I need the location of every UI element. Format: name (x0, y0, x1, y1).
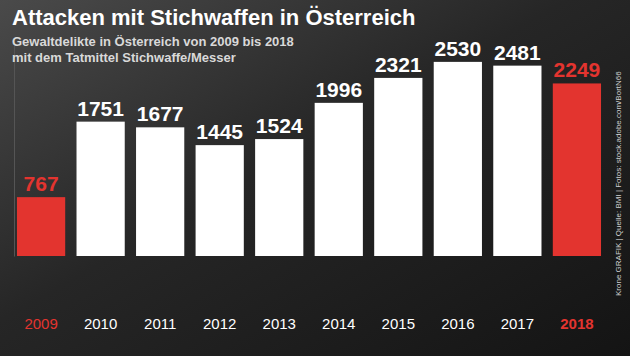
x-tick: 2012 (203, 315, 236, 332)
data-label: 2321 (375, 53, 422, 76)
bar (315, 103, 363, 256)
data-label: 2530 (434, 37, 481, 60)
x-tick-label: 2009 (24, 315, 57, 332)
x-tick-label: 2013 (263, 315, 296, 332)
x-tick: 2013 (263, 315, 296, 332)
bar (196, 145, 244, 256)
chart: 767 1751 1677 1445 1524 1996 2321 2530 2481 2249 2… (0, 0, 630, 356)
data-label: 1996 (315, 78, 362, 101)
bar (255, 139, 303, 256)
data-label: 1677 (137, 102, 184, 125)
data-label: 767 (24, 172, 59, 195)
data-label: 2481 (494, 41, 541, 64)
x-tick-label: 2012 (203, 315, 236, 332)
data-label: 1445 (196, 120, 243, 143)
x-tick: 2011 (144, 315, 176, 332)
y-axis (14, 46, 15, 257)
bar (77, 122, 125, 256)
data-label: 1751 (77, 97, 124, 120)
bar (136, 127, 184, 256)
x-tick-label: 2016 (441, 315, 474, 332)
x-tick-label: 2011 (144, 315, 176, 332)
bar (17, 197, 65, 256)
bar (434, 62, 482, 256)
title: Attacken mit Stichwaffen in Österreich (12, 5, 415, 30)
bars (17, 62, 601, 256)
source: Krone GRAFIK | Quelle: BMI | Fotos: stoc… (614, 71, 623, 296)
subtitle: mit dem Tatmittel Stichwaffe/Messer (12, 50, 236, 65)
x-tick: 2017 (501, 315, 534, 332)
x-tick: 2016 (441, 315, 474, 332)
bar (553, 83, 601, 256)
x-tick: 2018 (560, 315, 593, 332)
x-tick: 2010 (84, 315, 117, 332)
subtitle: Gewaltdelikte in Österreich von 2009 bis… (12, 34, 294, 49)
data-label: 2249 (554, 58, 601, 81)
bar (374, 78, 422, 256)
x-tick-label: 2015 (382, 315, 415, 332)
background (0, 0, 630, 356)
x-tick: 2014 (322, 315, 355, 332)
data-label: 1524 (256, 114, 303, 137)
x-tick: 2015 (382, 315, 415, 332)
plot: 767 1751 1677 1445 1524 1996 2321 2530 2481 2249 2… (15, 37, 602, 332)
x-tick-label: 2014 (322, 315, 355, 332)
bar (493, 66, 541, 256)
y-axis-line (14, 46, 15, 257)
x-tick-label: 2018 (560, 315, 593, 332)
x-axis: 2009 2010 2011 2012 2013 2014 2015 2016 2017 2018 (24, 315, 593, 332)
x-tick-label: 2010 (84, 315, 117, 332)
x-tick-label: 2017 (501, 315, 534, 332)
x-tick: 2009 (24, 315, 57, 332)
